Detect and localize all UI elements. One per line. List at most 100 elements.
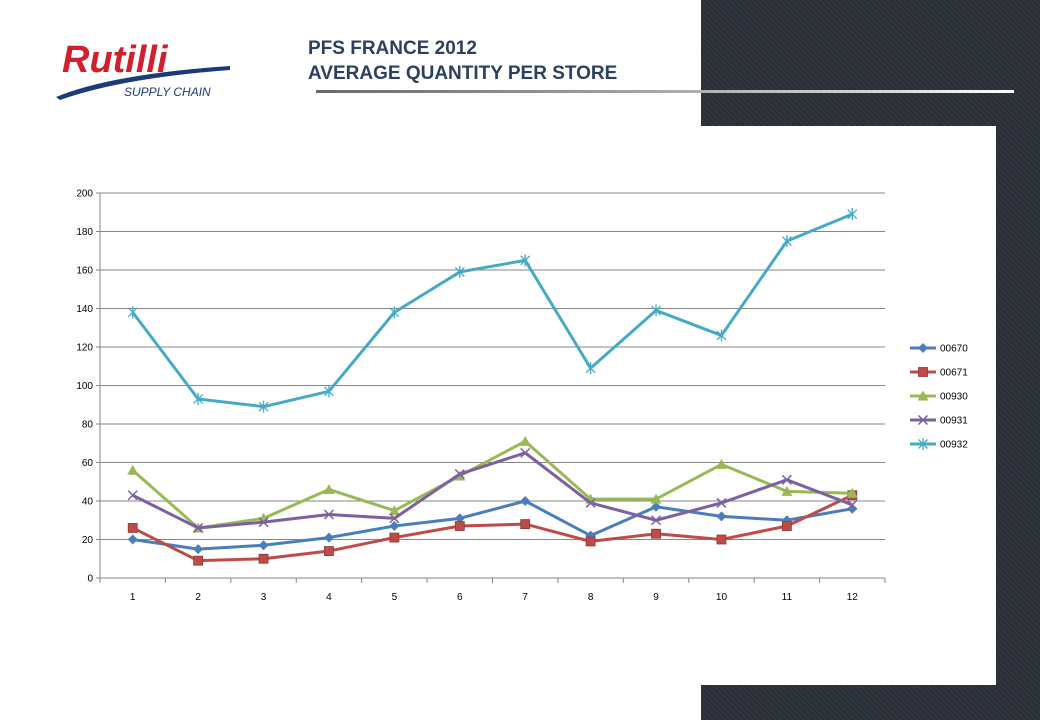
legend-marker-shape	[918, 438, 928, 450]
legend-marker-shape	[917, 390, 929, 401]
data-point-00932-shape	[651, 304, 662, 317]
data-point-00931-shape	[651, 515, 662, 526]
data-point-00670-shape	[323, 532, 334, 543]
data-point-00930	[650, 493, 662, 504]
data-point-00932	[716, 329, 727, 342]
data-point-00930-shape	[323, 483, 335, 494]
data-point-00931-shape	[585, 497, 596, 508]
data-point-00932-shape	[127, 306, 138, 319]
data-point-00932-shape	[323, 385, 334, 398]
x-tick-label: 8	[588, 592, 594, 603]
data-point-00670	[454, 513, 465, 524]
data-point-00931-shape	[716, 497, 727, 508]
data-point-00932-shape	[193, 392, 204, 405]
x-tick-label: 7	[522, 592, 528, 603]
y-tick-label: 20	[82, 535, 94, 546]
data-point-00932	[389, 306, 400, 319]
data-point-00930	[388, 505, 400, 516]
data-point-00670-shape	[454, 513, 465, 524]
legend-label: 00931	[940, 416, 968, 427]
legend-marker-shape	[917, 414, 929, 426]
slide-title-line1: PFS FRANCE 2012	[308, 38, 477, 59]
data-point-00670-shape	[127, 534, 138, 545]
data-point-00670-shape	[651, 501, 662, 512]
data-point-00670-shape	[258, 540, 269, 551]
data-point-00930-shape	[388, 505, 400, 516]
data-point-00671	[324, 546, 334, 556]
data-point-00931-shape	[127, 490, 138, 501]
legend-label: 00932	[940, 440, 968, 451]
x-tick-label: 12	[847, 592, 859, 603]
data-point-00932	[323, 385, 334, 398]
series-00930	[127, 435, 858, 533]
y-tick-label: 160	[76, 266, 93, 277]
data-point-00670	[193, 544, 204, 555]
data-point-00931	[258, 517, 269, 528]
legend-marker-shape	[918, 343, 928, 353]
x-tick-label: 5	[392, 592, 398, 603]
chart-legend: 00670 00671 00930 00931 00932	[910, 343, 968, 451]
data-point-00930	[323, 483, 335, 494]
data-point-00932	[454, 265, 465, 278]
data-point-00931	[389, 513, 400, 524]
data-point-00931-shape	[520, 447, 531, 458]
legend-item-00932: 00932	[910, 438, 968, 451]
data-point-00932	[520, 254, 531, 267]
chart-series	[127, 208, 858, 566]
legend-marker	[918, 367, 928, 377]
data-point-00931	[585, 497, 596, 508]
legend-marker	[917, 390, 929, 401]
legend-item-00931: 00931	[910, 414, 968, 427]
data-point-00931	[193, 522, 204, 533]
data-point-00931-shape	[781, 474, 792, 485]
x-tick-label: 11	[782, 592, 793, 603]
data-point-00931-shape	[389, 513, 400, 524]
data-point-00930-shape	[650, 493, 662, 504]
series-line-00671	[132, 493, 853, 563]
y-tick-label: 40	[82, 497, 94, 508]
data-point-00930-shape	[127, 464, 139, 475]
y-tick-label: 180	[76, 227, 93, 238]
data-point-00670	[258, 540, 269, 551]
data-point-00932	[651, 304, 662, 317]
data-point-00671-shape	[454, 521, 465, 531]
data-point-00671-shape	[127, 523, 138, 533]
data-point-00931-shape	[323, 509, 334, 520]
data-point-00671-shape	[716, 534, 727, 545]
data-point-00931	[323, 509, 334, 520]
legend-item-00930: 00930	[910, 390, 968, 403]
legend-label: 00670	[940, 344, 968, 355]
data-point-00931	[847, 499, 858, 510]
x-tick-label: 4	[326, 592, 332, 603]
data-point-00932	[585, 362, 596, 375]
series-00670	[127, 496, 858, 555]
slide-title: PFS FRANCE 2012 AVERAGE QUANTITY PER STO…	[308, 36, 617, 86]
data-point-00670	[716, 511, 727, 522]
y-tick-label: 200	[76, 189, 93, 200]
x-tick-label: 2	[195, 592, 201, 603]
x-tick-label: 9	[653, 592, 659, 603]
logo-tagline: SUPPLY CHAIN	[124, 85, 211, 99]
data-point-00670-shape	[716, 511, 727, 522]
data-point-00671	[651, 528, 661, 539]
legend-marker	[918, 343, 928, 353]
data-point-00671-shape	[324, 546, 334, 556]
legend-label: 00930	[940, 392, 968, 403]
data-point-00670-shape	[389, 521, 400, 532]
data-point-00670	[847, 503, 858, 514]
series-00932	[127, 208, 858, 413]
title-underline	[316, 90, 1014, 93]
data-point-00930	[519, 435, 531, 446]
y-tick-label: 60	[82, 458, 94, 469]
data-point-00932	[127, 306, 138, 319]
data-point-00930	[781, 485, 793, 496]
data-point-00931-shape	[454, 469, 465, 480]
x-tick-label: 10	[716, 592, 728, 603]
data-point-00670	[389, 521, 400, 532]
data-point-00932-shape	[716, 329, 727, 342]
data-point-00670-shape	[520, 496, 531, 506]
y-tick-label: 80	[82, 420, 94, 431]
data-point-00671	[781, 521, 792, 531]
data-point-00932	[258, 400, 269, 413]
